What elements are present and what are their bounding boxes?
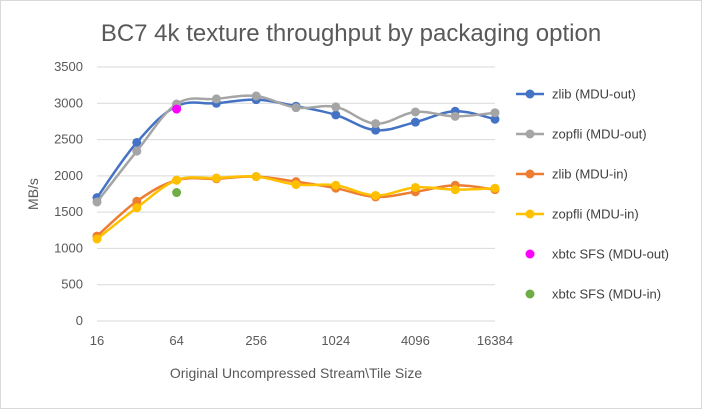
y-tick-label: 500 — [61, 277, 83, 292]
y-axis-label: MB/s — [25, 178, 41, 210]
data-point — [410, 182, 420, 192]
data-point — [172, 104, 182, 114]
data-point — [331, 102, 341, 112]
data-point — [450, 111, 460, 121]
legend-entry: xbtc SFS (MDU-in) — [525, 287, 661, 302]
legend-label: zlib (MDU-in) — [552, 167, 628, 182]
series-3 — [92, 172, 500, 244]
data-point — [291, 103, 301, 113]
chart-title: BC7 4k texture throughput by packaging o… — [101, 20, 601, 47]
x-tick-label: 16 — [90, 333, 104, 348]
gridlines — [97, 66, 495, 322]
data-point — [371, 125, 381, 135]
legend-label: zopfli (MDU-in) — [552, 207, 639, 222]
legend-entry: zopfli (MDU-in) — [516, 207, 639, 222]
data-point — [410, 107, 420, 117]
legend-marker — [525, 129, 535, 139]
legend-entry: xbtc SFS (MDU-out) — [525, 247, 669, 262]
y-tick-label: 1000 — [54, 240, 83, 255]
x-tick-label: 64 — [169, 333, 183, 348]
legend-marker — [525, 89, 535, 99]
data-point — [132, 203, 142, 213]
legend-label: zlib (MDU-out) — [552, 87, 636, 102]
series-4 — [172, 104, 182, 114]
data-point — [331, 110, 341, 120]
x-tick-label: 1024 — [321, 333, 350, 348]
series-1 — [92, 91, 500, 207]
data-point — [251, 91, 261, 101]
data-point — [251, 172, 261, 182]
legend-entry: zopfli (MDU-out) — [516, 127, 647, 142]
data-point — [490, 114, 500, 124]
y-axis-ticks: 0 500 1000 1500 2000 2500 3000 3500 — [54, 59, 83, 328]
data-point — [92, 234, 102, 244]
data-point — [450, 185, 460, 195]
data-point — [490, 108, 500, 118]
data-point — [291, 180, 301, 190]
legend-label: xbtc SFS (MDU-out) — [552, 247, 669, 262]
data-point — [371, 119, 381, 129]
legend: zlib (MDU-out) zopfli (MDU-out) zlib (MDU-… — [516, 87, 669, 302]
data-point — [92, 197, 102, 207]
y-tick-label: 1500 — [54, 204, 83, 219]
legend-marker — [525, 249, 535, 259]
legend-entry: zlib (MDU-in) — [516, 167, 628, 182]
data-point — [172, 188, 182, 198]
y-tick-label: 0 — [76, 313, 83, 328]
data-point — [132, 137, 142, 147]
data-point — [132, 196, 142, 206]
y-tick-label: 2000 — [54, 168, 83, 183]
data-point — [331, 180, 341, 190]
data-point — [211, 94, 221, 104]
data-point — [172, 175, 182, 185]
legend-marker — [525, 209, 535, 219]
legend-marker — [525, 289, 535, 299]
x-tick-label: 4096 — [401, 333, 430, 348]
data-point — [371, 190, 381, 200]
data-point — [410, 117, 420, 127]
data-point — [490, 183, 500, 193]
legend-label: zopfli (MDU-out) — [552, 127, 647, 142]
legend-entry: zlib (MDU-out) — [516, 87, 636, 102]
legend-label: xbtc SFS (MDU-in) — [552, 287, 661, 302]
x-tick-label: 16384 — [477, 333, 513, 348]
series-5 — [172, 188, 182, 198]
y-tick-label: 3000 — [54, 95, 83, 110]
x-axis-label: Original Uncompressed Stream\Tile Size — [170, 365, 423, 381]
data-point — [211, 173, 221, 183]
plot-area — [92, 91, 500, 244]
data-point — [132, 146, 142, 156]
x-tick-label: 256 — [245, 333, 267, 348]
y-tick-label: 3500 — [54, 59, 83, 74]
y-tick-label: 2500 — [54, 132, 83, 147]
legend-marker — [525, 169, 535, 179]
x-axis-ticks: 16 64 256 1024 4096 16384 — [90, 333, 513, 348]
